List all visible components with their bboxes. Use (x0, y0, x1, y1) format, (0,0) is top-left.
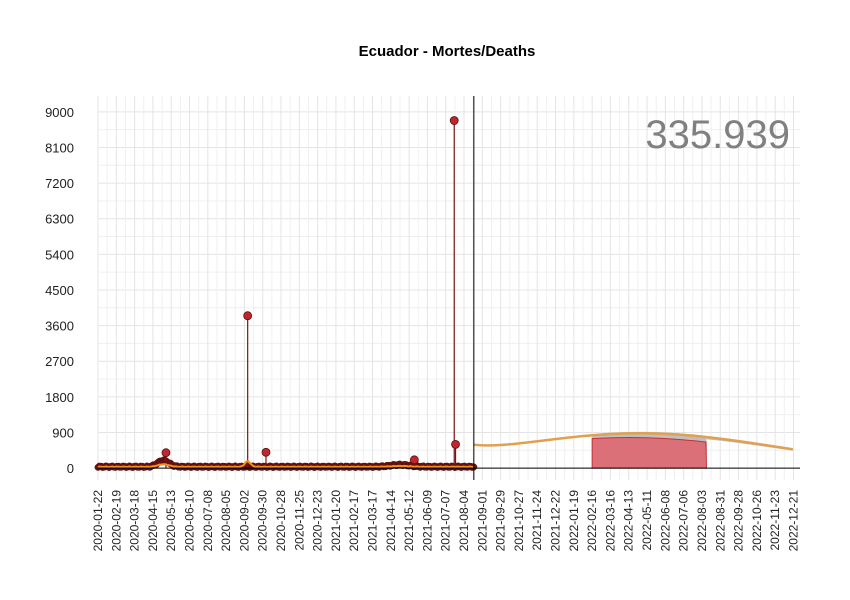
x-tick-label: 2022-06-08 (658, 490, 672, 552)
x-tick-label: 2022-08-03 (695, 490, 709, 552)
y-tick-label: 3600 (45, 319, 74, 334)
y-tick-label: 2700 (45, 354, 74, 369)
y-tick-label: 4500 (45, 283, 74, 298)
x-tick-label: 2021-09-29 (494, 490, 508, 552)
x-tick-label: 2021-10-27 (512, 490, 526, 552)
y-tick-label: 7200 (45, 176, 74, 191)
x-tick-label: 2020-09-02 (237, 490, 251, 552)
x-tick-label: 2021-11-24 (530, 490, 544, 551)
axes (98, 96, 800, 480)
x-tick-label: 2020-10-28 (274, 490, 288, 552)
x-tick-label: 2021-01-20 (329, 490, 343, 552)
y-tick-label: 8100 (45, 140, 74, 155)
spike-point (449, 116, 459, 125)
y-tick-label: 900 (52, 425, 74, 440)
x-tick-label: 2020-11-25 (292, 490, 306, 551)
projection-series (473, 432, 793, 451)
x-tick-label: 2020-02-19 (109, 490, 123, 552)
x-tick-label: 2021-08-04 (457, 490, 471, 552)
x-tick-label: 2022-10-26 (750, 490, 764, 552)
y-tick-label: 1800 (45, 390, 74, 405)
x-tick-label: 2020-09-30 (256, 490, 270, 552)
x-axis-ticks: 2020-01-22 2020-02-19 2020-03-18 2020-04-15… (91, 490, 800, 552)
x-tick-label: 2020-05-13 (164, 490, 178, 552)
spike-point (451, 439, 460, 449)
x-tick-label: 2020-06-10 (183, 490, 197, 552)
x-tick-label: 2021-03-17 (366, 490, 380, 552)
x-tick-label: 2020-04-15 (146, 490, 160, 552)
spike-point (243, 311, 253, 321)
x-tick-label: 2021-09-01 (475, 490, 489, 552)
y-tick-label: 0 (67, 461, 74, 476)
projection-line (473, 432, 793, 451)
x-tick-label: 2022-01-19 (567, 490, 581, 552)
x-tick-label: 2022-08-31 (713, 490, 727, 552)
x-tick-label: 2021-02-17 (347, 490, 361, 552)
x-tick-label: 2021-12-22 (549, 490, 563, 552)
grid-lines (97, 96, 800, 480)
y-tick-label: 9000 (45, 105, 74, 120)
x-tick-label: 2022-09-28 (732, 490, 746, 552)
projection-band (591, 431, 794, 469)
x-tick-label: 2022-02-16 (585, 490, 599, 552)
x-tick-label: 2020-03-18 (128, 490, 142, 552)
x-tick-label: 2021-07-07 (439, 490, 453, 552)
x-tick-label: 2020-01-22 (91, 490, 105, 552)
x-tick-label: 2022-11-23 (768, 490, 782, 551)
observed-series (94, 116, 478, 471)
x-tick-label: 2022-04-13 (622, 490, 636, 552)
x-tick-label: 2022-03-16 (603, 490, 617, 552)
x-tick-label: 2021-04-14 (384, 490, 398, 552)
x-tick-label: 2022-07-06 (677, 490, 691, 552)
x-tick-label: 2021-06-09 (420, 490, 434, 552)
spike-point (261, 447, 271, 457)
spike-point (409, 455, 419, 465)
x-tick-label: 2020-07-08 (201, 490, 215, 552)
band-outer-tail (706, 436, 794, 469)
y-axis-ticks: 0 900 1800 2700 3600 4500 5400 6300 7200 8100 9000 (45, 105, 74, 476)
chart-title: Ecuador - Mortes/Deaths (359, 43, 536, 60)
x-tick-label: 2020-12-23 (311, 490, 325, 552)
x-tick-label: 2021-05-12 (402, 490, 416, 552)
spike-point (161, 448, 171, 458)
x-tick-label: 2022-05-11 (640, 490, 654, 551)
y-tick-label: 5400 (45, 247, 74, 262)
smoothed-line (97, 460, 474, 469)
y-tick-label: 6300 (45, 212, 74, 227)
total-deaths-label: 335.939 (645, 113, 790, 157)
x-tick-label: 2022-12-21 (786, 490, 800, 552)
x-tick-label: 2020-08-05 (219, 490, 233, 552)
band-inner (591, 437, 708, 469)
